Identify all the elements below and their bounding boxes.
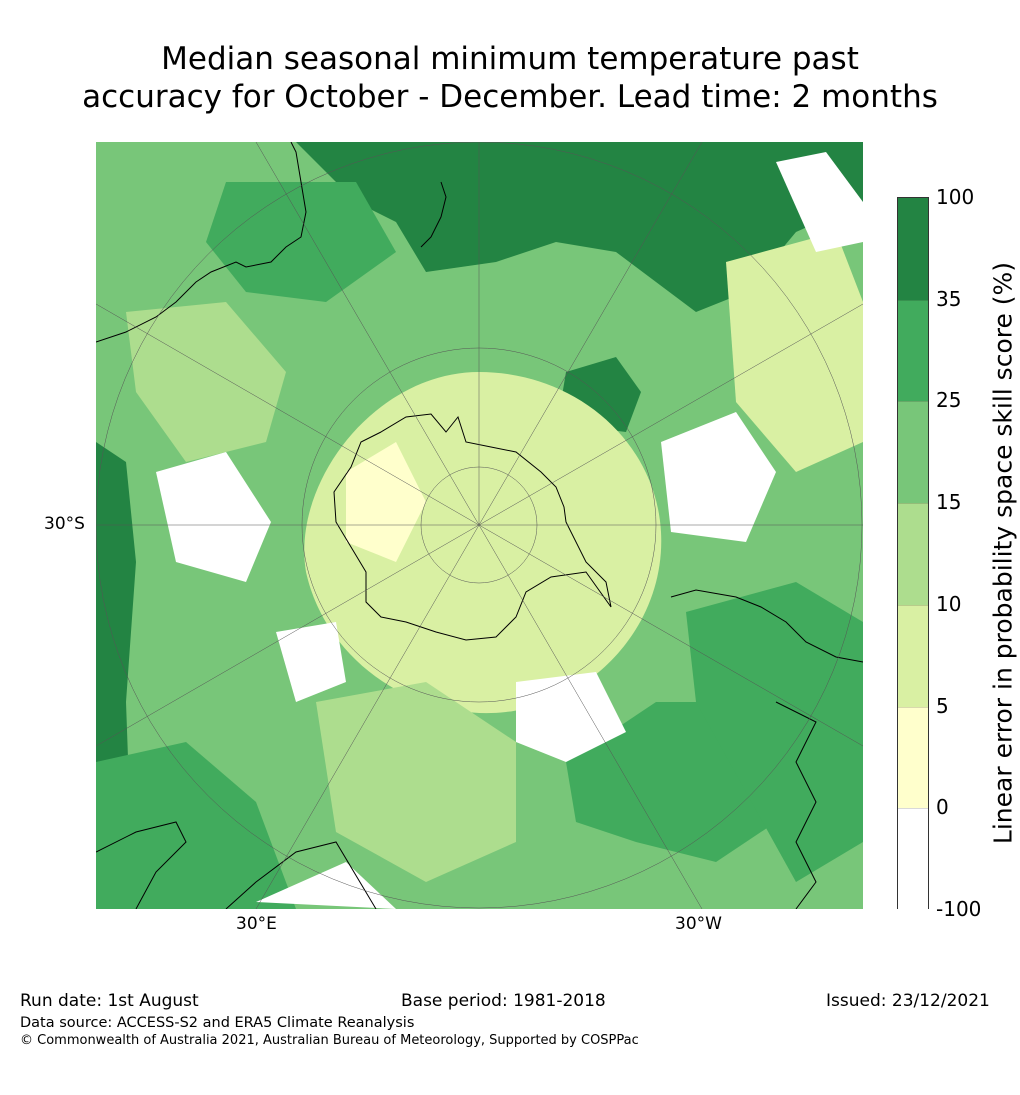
coast-africa (96, 821, 377, 909)
longitude-label-east: 30°E (236, 914, 277, 934)
coast-australia (96, 142, 307, 343)
colorbar-tick-label: 0 (936, 795, 949, 820)
region-white-4 (776, 152, 863, 252)
meridian-5 (478, 524, 703, 909)
meridian-9 (478, 524, 863, 747)
colorbar-segment (898, 706, 928, 810)
data-source: Data source: ACCESS-S2 and ERA5 Climate … (20, 1015, 415, 1031)
region-white-6 (256, 862, 396, 909)
colorbar-tick-label: 5 (936, 693, 949, 718)
colorbar-segment (898, 198, 928, 300)
title-line-2: accuracy for October - December. Lead ti… (82, 79, 938, 115)
colorbar-tick-label: -100 (936, 897, 982, 921)
base-period: Base period: 1981-2018 (401, 991, 606, 1011)
colorbar-title: Linear error in probability space skill … (988, 261, 1018, 845)
colorbar-segment (898, 503, 928, 606)
colorbar-segment (898, 604, 928, 708)
colorbar-tick-label: 15 (936, 490, 962, 515)
meridian-10 (255, 142, 480, 526)
region-white-5 (346, 442, 426, 562)
region-mid-sw (96, 742, 296, 909)
map-canvas (96, 142, 863, 909)
colorbar-tick-label: 10 (936, 591, 962, 616)
region-white-2 (661, 412, 776, 542)
coast-new-zealand (420, 181, 447, 248)
region-mid-north (206, 182, 396, 302)
run-date: Run date: 1st August (20, 991, 199, 1011)
title-line-1: Median seasonal minimum temperature past (161, 41, 859, 77)
region-light-nw (126, 302, 286, 462)
region-light-ne (726, 232, 863, 472)
colorbar-tick-label: 25 (936, 388, 962, 413)
colorbar-tick-label: 35 (936, 286, 962, 311)
colorbar-segment (898, 401, 928, 505)
longitude-label-west: 30°W (675, 914, 722, 934)
issued-date: Issued: 23/12/2021 (826, 991, 990, 1011)
meridian-11 (478, 142, 703, 526)
region-dark-north (296, 142, 863, 312)
colorbar-segment (898, 299, 928, 403)
meridian-6 (96, 303, 480, 526)
colorbar (897, 197, 929, 911)
latitude-label: 30°S (44, 514, 85, 534)
antarctica-coast (333, 413, 612, 641)
copyright: © Commonwealth of Australia 2021, Austra… (20, 1033, 639, 1048)
colorbar-segment (898, 808, 928, 911)
meridian-8 (96, 524, 480, 747)
map-title: Median seasonal minimum temperature past… (0, 40, 1020, 116)
region-mid-se (686, 582, 863, 882)
meridian-4 (255, 524, 480, 909)
region-white-7 (276, 622, 346, 702)
region-light-s (316, 682, 516, 882)
colorbar-tick-label: 100 (936, 185, 975, 209)
region-white-1 (156, 452, 271, 582)
coast-south-america (670, 589, 863, 909)
region-white-3 (516, 672, 626, 762)
meridian-7 (478, 303, 863, 526)
skill-score-map (96, 142, 863, 909)
